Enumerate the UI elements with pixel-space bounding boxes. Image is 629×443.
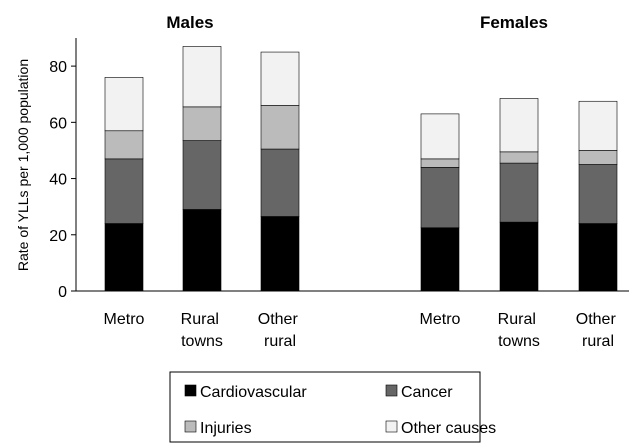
bar-segment	[182, 209, 222, 292]
bar-segment	[578, 150, 618, 165]
bar-segment	[578, 100, 618, 151]
x-tick-label: Other rural	[576, 311, 620, 350]
y-tick-label: 40	[49, 172, 67, 189]
bar-segment	[104, 158, 144, 224]
y-tick-label: 60	[49, 115, 67, 132]
bar-segment	[499, 162, 539, 223]
legend-box	[169, 371, 481, 443]
legend-swatch	[385, 384, 398, 397]
legend-swatch	[385, 420, 398, 433]
bar-segment	[420, 158, 460, 168]
y-axis-label: Rate of YLLs per 1,000 population	[15, 59, 31, 271]
x-tick-label: Metro	[104, 311, 145, 328]
x-tick-label: Rural towns	[181, 311, 224, 350]
bar-segment	[260, 51, 300, 106]
bar-segment	[182, 140, 222, 210]
bar-segment	[499, 221, 539, 292]
y-tick-label: 80	[49, 59, 67, 76]
group-title: Males	[166, 13, 213, 32]
x-tick-label: Other rural	[258, 311, 302, 350]
legend-swatch	[184, 384, 197, 397]
bar-segment	[182, 46, 222, 108]
bar-segment	[420, 167, 460, 229]
y-tick-label: 20	[49, 228, 67, 245]
bar-segment	[420, 113, 460, 160]
bar-segment	[182, 106, 222, 141]
bar-segment	[260, 105, 300, 150]
bar-segment	[260, 216, 300, 292]
group-title: Females	[480, 13, 548, 32]
bar-segment	[104, 223, 144, 292]
legend-label: Injuries	[200, 420, 252, 437]
x-tick-label: Rural towns	[498, 311, 541, 350]
bar-segment	[260, 148, 300, 217]
legend-label: Cancer	[401, 384, 453, 401]
bar-segment	[578, 164, 618, 224]
bar-segment	[578, 223, 618, 292]
bar-segment	[499, 151, 539, 164]
y-tick-label: 0	[58, 284, 67, 301]
legend-label: Other causes	[401, 420, 496, 437]
bar-segment	[104, 130, 144, 160]
bar-segment	[499, 98, 539, 153]
bar-segment	[420, 227, 460, 292]
legend-label: Cardiovascular	[200, 384, 307, 401]
bar-segment	[104, 77, 144, 132]
x-tick-label: Metro	[420, 311, 461, 328]
legend-swatch	[184, 420, 197, 433]
